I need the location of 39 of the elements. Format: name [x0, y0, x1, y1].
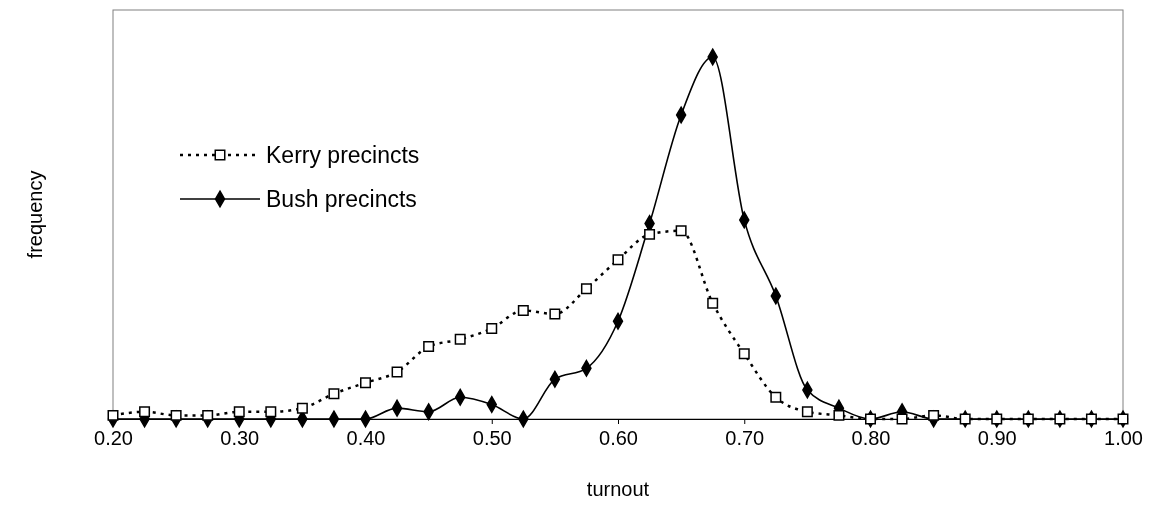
- x-tick-label: 0.70: [725, 427, 765, 449]
- point: [296, 402, 308, 414]
- point: [139, 406, 151, 418]
- point: [328, 388, 340, 400]
- x-axis-title: turnout: [586, 478, 650, 500]
- point: [265, 406, 277, 418]
- x-tick-label: 0.20: [94, 427, 133, 449]
- x-tick-label: 0.80: [851, 427, 891, 449]
- point: [738, 348, 750, 360]
- point: [896, 413, 908, 425]
- point: [423, 341, 435, 353]
- point: [391, 366, 403, 378]
- point: [675, 225, 687, 237]
- point: [770, 391, 782, 403]
- point: [707, 297, 719, 309]
- x-tick-label: 0.50: [472, 427, 512, 449]
- point: [107, 409, 119, 421]
- point: [580, 283, 592, 295]
- point: [454, 333, 466, 345]
- point: [928, 409, 940, 421]
- y-axis-title: frequency: [24, 170, 46, 259]
- point: [170, 409, 182, 421]
- point: [517, 304, 529, 316]
- x-tick-label: 0.30: [220, 427, 260, 449]
- point: [360, 377, 371, 389]
- x-tick-label: 0.90: [977, 427, 1017, 449]
- point: [801, 406, 813, 418]
- point: [486, 323, 498, 334]
- point: [202, 409, 214, 421]
- legend-label: Kerry precincts: [266, 142, 420, 169]
- x-tick-label: 0.40: [346, 427, 386, 449]
- legend-label: Bush precincts: [266, 186, 417, 213]
- point: [233, 406, 245, 418]
- x-tick-label: 1.00: [1104, 427, 1143, 449]
- x-tick-label: 0.60: [599, 427, 638, 449]
- point: [549, 308, 561, 320]
- point: [612, 254, 624, 266]
- point: [833, 409, 845, 421]
- point: [644, 228, 656, 240]
